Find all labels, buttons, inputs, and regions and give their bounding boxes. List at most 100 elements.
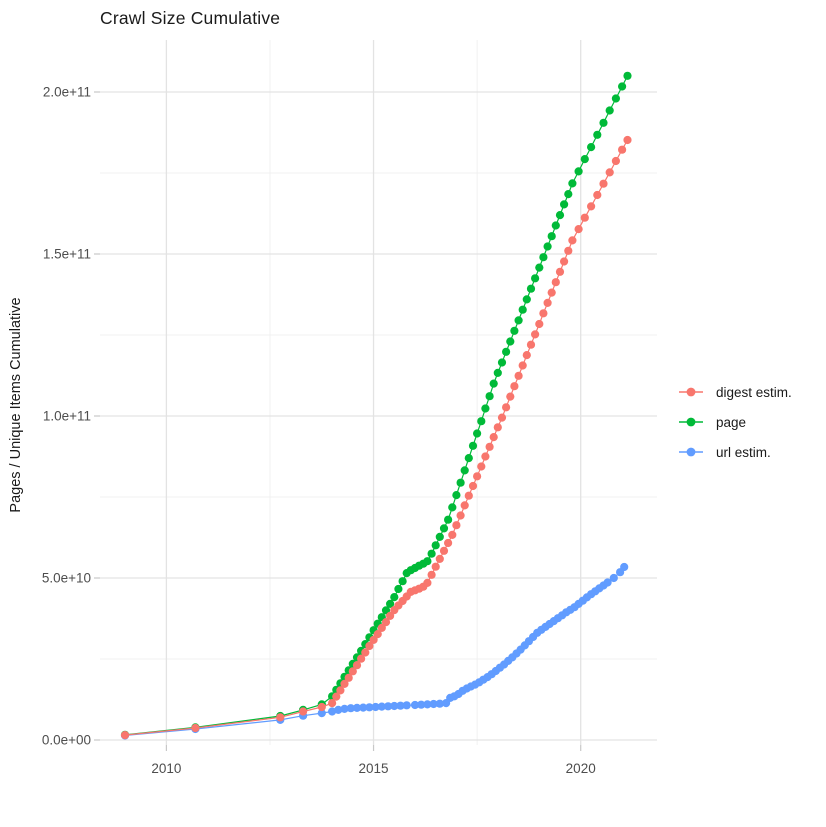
data-point-url-estim- xyxy=(340,704,349,714)
data-point-digest-estim- xyxy=(473,472,482,481)
data-point-digest-estim- xyxy=(605,168,614,177)
data-point-digest-estim- xyxy=(386,611,395,621)
x-tick-label: 2015 xyxy=(359,761,389,776)
data-point-digest-estim- xyxy=(514,371,523,380)
data-point-digest-estim- xyxy=(348,667,357,676)
data-point-page xyxy=(605,106,614,115)
chart-title: Crawl Size Cumulative xyxy=(100,8,281,28)
data-point-url-estim- xyxy=(402,701,411,710)
data-point-digest-estim- xyxy=(555,267,565,276)
data-point-url-estim- xyxy=(423,700,432,709)
data-point-digest-estim- xyxy=(618,145,627,154)
data-point-url-estim- xyxy=(603,578,612,587)
data-point-digest-estim- xyxy=(456,511,465,520)
data-point-page xyxy=(473,429,482,438)
data-point-page xyxy=(587,143,596,152)
legend-item-digest-estim-: digest estim. xyxy=(678,377,824,407)
data-point-digest-estim- xyxy=(468,481,478,491)
data-point-digest-estim- xyxy=(332,692,341,701)
data-point-url-estim- xyxy=(317,709,326,718)
data-point-page xyxy=(423,557,432,566)
data-point-url-estim- xyxy=(352,703,362,713)
data-point-digest-estim- xyxy=(522,351,531,360)
data-point-digest-estim- xyxy=(328,699,337,708)
data-point-page xyxy=(444,515,453,524)
data-point-digest-estim- xyxy=(299,707,308,716)
data-point-url-estim- xyxy=(609,573,618,583)
legend-key-icon xyxy=(679,417,703,427)
data-point-digest-estim- xyxy=(547,288,556,297)
data-point-digest-estim- xyxy=(574,225,583,234)
data-point-page xyxy=(543,242,552,251)
data-point-digest-estim- xyxy=(423,578,432,588)
data-point-digest-estim- xyxy=(357,654,366,663)
data-point-digest-estim- xyxy=(587,202,596,211)
data-point-page xyxy=(564,190,573,199)
data-point-digest-estim- xyxy=(191,723,200,733)
data-point-page xyxy=(489,379,498,388)
data-point-digest-estim- xyxy=(373,630,382,639)
data-point-url-estim- xyxy=(328,707,337,716)
legend-key-icon xyxy=(679,447,703,457)
data-point-url-estim- xyxy=(359,703,368,712)
data-point-digest-estim- xyxy=(344,673,353,682)
data-point-digest-estim- xyxy=(444,538,453,548)
data-point-page xyxy=(599,118,608,127)
data-point-page xyxy=(398,577,407,586)
data-point-page xyxy=(618,82,627,91)
data-point-page xyxy=(611,94,621,103)
data-point-digest-estim- xyxy=(477,462,486,471)
data-point-digest-estim- xyxy=(439,546,449,555)
data-point-url-estim- xyxy=(384,702,393,711)
legend: digest estim. page url estim. xyxy=(678,377,824,467)
data-point-url-estim- xyxy=(390,701,399,711)
data-point-page xyxy=(477,417,486,426)
data-point-url-estim- xyxy=(410,700,420,710)
data-point-digest-estim- xyxy=(580,213,589,222)
y-tick-label: 5.0e+10 xyxy=(42,571,91,586)
data-point-url-estim- xyxy=(429,699,438,709)
data-point-digest-estim- xyxy=(120,731,130,740)
data-point-url-estim- xyxy=(371,702,380,712)
data-point-page xyxy=(481,404,490,413)
data-point-page xyxy=(502,347,511,356)
data-point-digest-estim- xyxy=(493,423,502,432)
data-point-digest-estim- xyxy=(448,530,457,540)
data-point-digest-estim- xyxy=(381,618,391,627)
data-point-url-estim- xyxy=(346,704,355,713)
data-point-digest-estim- xyxy=(564,246,573,255)
data-point-url-estim- xyxy=(377,702,386,711)
data-point-digest-estim- xyxy=(560,257,569,266)
data-point-digest-estim- xyxy=(427,570,436,579)
data-point-digest-estim- xyxy=(361,648,370,657)
data-point-page xyxy=(460,466,469,475)
data-point-url-estim- xyxy=(396,701,405,710)
legend-label: page xyxy=(716,414,747,430)
data-point-digest-estim- xyxy=(593,190,602,200)
data-point-digest-estim- xyxy=(460,501,469,510)
data-point-digest-estim- xyxy=(531,330,540,339)
data-point-digest-estim- xyxy=(551,278,560,287)
data-point-digest-estim- xyxy=(611,156,621,166)
data-point-page xyxy=(510,326,519,335)
data-point-digest-estim- xyxy=(510,382,519,391)
data-point-digest-estim- xyxy=(623,135,632,145)
data-point-digest-estim- xyxy=(481,452,490,461)
data-point-page xyxy=(468,441,478,450)
data-point-digest-estim- xyxy=(464,491,473,500)
data-point-digest-estim- xyxy=(502,403,511,412)
data-point-page xyxy=(547,232,556,241)
data-point-url-estim- xyxy=(334,705,343,715)
data-point-digest-estim- xyxy=(340,679,349,689)
data-point-digest-estim- xyxy=(526,340,536,349)
y-tick-label: 1.5e+11 xyxy=(43,247,91,262)
data-point-digest-estim- xyxy=(276,713,285,722)
data-point-url-estim- xyxy=(435,699,444,708)
y-tick-label: 1.0e+11 xyxy=(43,409,91,424)
data-point-digest-estim- xyxy=(506,392,515,401)
y-tick-label: 0.0e+00 xyxy=(42,733,91,748)
data-point-digest-estim- xyxy=(369,635,378,645)
data-point-digest-estim- xyxy=(568,236,577,245)
data-point-page xyxy=(539,253,548,262)
